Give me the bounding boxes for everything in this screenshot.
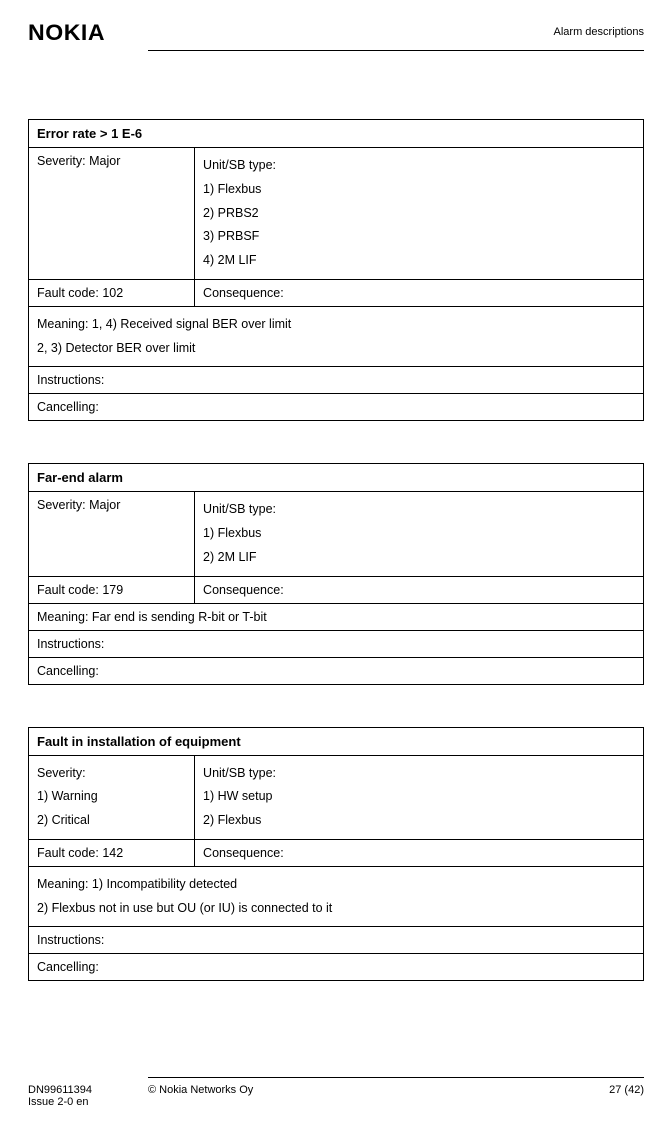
unit-item: 1) Flexbus [203,182,261,196]
logo: NOKIA [28,20,105,46]
fault-code-cell: Fault code: 179 [29,576,195,603]
instructions-cell: Instructions: [29,927,644,954]
alarm-table-3: Fault in installation of equipment Sever… [28,727,644,982]
cancelling-cell: Cancelling: [29,394,644,421]
unit-label: Unit/SB type: [203,502,276,516]
alarm-title: Far-end alarm [29,464,644,492]
unit-type-cell: Unit/SB type: 1) Flexbus 2) PRBS2 3) PRB… [195,148,644,280]
severity-cell: Severity: Major [29,492,195,576]
consequence-cell: Consequence: [195,839,644,866]
meaning-cell: Meaning: 1, 4) Received signal BER over … [29,306,644,367]
unit-item: 2) PRBS2 [203,206,259,220]
unit-label: Unit/SB type: [203,158,276,172]
page-number: 27 (42) [609,1084,644,1108]
alarm-table-2: Far-end alarm Severity: Major Unit/SB ty… [28,463,644,684]
cancelling-cell: Cancelling: [29,954,644,981]
meaning-line: Meaning: 1) Incompatibility detected [37,877,237,891]
alarm-title: Fault in installation of equipment [29,727,644,755]
meaning-cell: Meaning: Far end is sending R-bit or T-b… [29,603,644,630]
unit-item: 4) 2M LIF [203,253,257,267]
severity-cell: Severity: Major [29,148,195,280]
footer: DN99611394 Issue 2-0 en © Nokia Networks… [28,1077,644,1108]
instructions-cell: Instructions: [29,630,644,657]
unit-type-cell: Unit/SB type: 1) HW setup 2) Flexbus [195,755,644,839]
consequence-cell: Consequence: [195,576,644,603]
issue: Issue 2-0 en [28,1096,148,1108]
unit-item: 1) Flexbus [203,526,261,540]
cancelling-cell: Cancelling: [29,657,644,684]
content-area: Error rate > 1 E-6 Severity: Major Unit/… [28,51,644,981]
unit-item: 2) Flexbus [203,813,261,827]
unit-type-cell: Unit/SB type: 1) Flexbus 2) 2M LIF [195,492,644,576]
meaning-cell: Meaning: 1) Incompatibility detected 2) … [29,866,644,927]
severity-cell: Severity: 1) Warning 2) Critical [29,755,195,839]
meaning-line: 2, 3) Detector BER over limit [37,341,195,355]
copyright: © Nokia Networks Oy [148,1084,609,1108]
section-title: Alarm descriptions [554,20,644,38]
fault-code-cell: Fault code: 142 [29,839,195,866]
unit-item: 3) PRBSF [203,229,259,243]
unit-item: 2) 2M LIF [203,550,257,564]
footer-rule [148,1077,644,1078]
alarm-title: Error rate > 1 E-6 [29,120,644,148]
doc-id: DN99611394 [28,1084,148,1096]
consequence-cell: Consequence: [195,279,644,306]
meaning-line: 2) Flexbus not in use but OU (or IU) is … [37,901,332,915]
unit-label: Unit/SB type: [203,766,276,780]
meaning-line: Meaning: 1, 4) Received signal BER over … [37,317,291,331]
alarm-table-1: Error rate > 1 E-6 Severity: Major Unit/… [28,119,644,421]
fault-code-cell: Fault code: 102 [29,279,195,306]
instructions-cell: Instructions: [29,367,644,394]
severity-line: 2) Critical [37,813,90,827]
severity-line: Severity: [37,766,86,780]
unit-item: 1) HW setup [203,789,272,803]
severity-line: 1) Warning [37,789,98,803]
